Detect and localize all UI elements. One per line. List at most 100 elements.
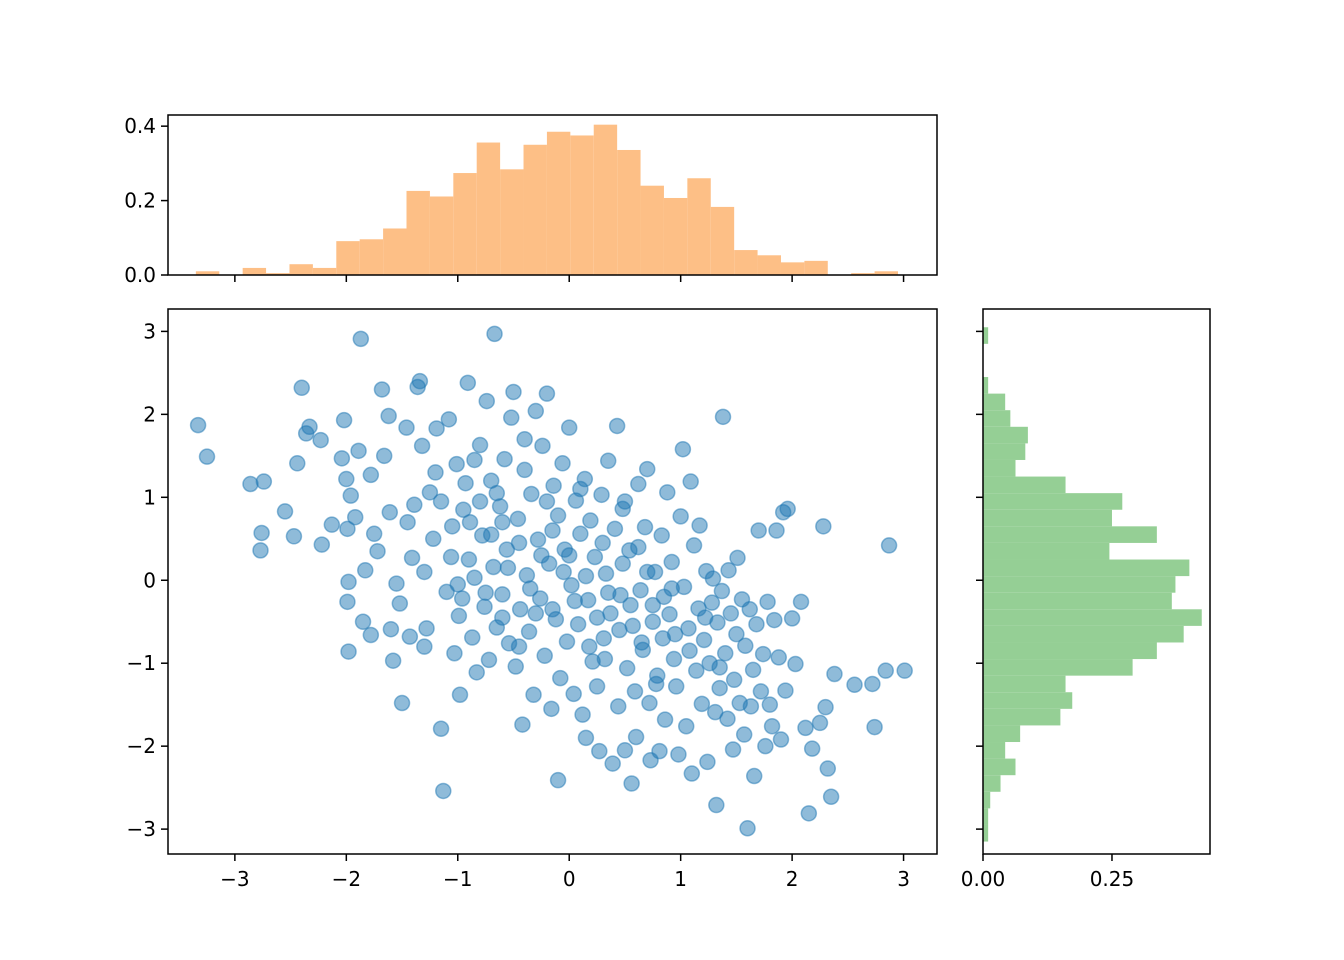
- right-histogram-bar: [983, 393, 1006, 411]
- scatter-point: [545, 477, 562, 494]
- scatter-point: [623, 775, 640, 792]
- scatter-point: [362, 466, 380, 484]
- top-histogram-bar: [500, 169, 524, 275]
- scatter-point: [543, 700, 560, 718]
- right-histogram-bar: [983, 493, 1123, 510]
- scatter-point: [716, 645, 734, 662]
- scatter-point: [651, 742, 668, 760]
- scatter-point: [507, 658, 524, 675]
- right-histogram-bar: [983, 791, 991, 809]
- right-histogram-bar: [983, 824, 989, 842]
- scatter-point: [667, 678, 685, 695]
- scatter-point: [763, 718, 781, 735]
- scatter-point: [416, 563, 433, 581]
- scatter-point: [688, 662, 705, 679]
- y-tick-label: 3: [143, 319, 156, 343]
- x-tick-label: 1: [674, 867, 687, 891]
- scatter-point: [666, 625, 684, 643]
- scatter-point: [460, 551, 478, 568]
- y-tick-label: −3: [127, 817, 156, 841]
- scatter-point: [633, 634, 650, 651]
- scatter-point: [604, 755, 621, 772]
- scatter-point: [333, 450, 351, 467]
- scatter-point: [477, 584, 494, 601]
- scatter-point: [496, 450, 513, 468]
- right-x-tick-label: 0.00: [961, 867, 1006, 891]
- scatter-point: [464, 629, 481, 646]
- top-y-tick-label: 0.4: [124, 114, 156, 138]
- scatter-point: [544, 522, 561, 539]
- scatter-point: [494, 586, 511, 603]
- scatter-point: [596, 650, 614, 668]
- scatter-point: [737, 637, 754, 655]
- scatter-point: [569, 615, 587, 633]
- scatter-point: [380, 407, 397, 425]
- scatter-point: [373, 381, 391, 398]
- scatter-point: [616, 493, 634, 510]
- scatter-point: [741, 601, 759, 618]
- scatter-point: [514, 716, 531, 733]
- scatter-point: [593, 486, 610, 504]
- scatter-point: [866, 718, 883, 736]
- right-histogram-bar: [983, 576, 1176, 593]
- scatter-point: [499, 559, 517, 577]
- scatter-point: [729, 549, 746, 567]
- scatter-point: [480, 651, 498, 669]
- scatter-point: [745, 767, 763, 785]
- scatter-point: [644, 596, 662, 614]
- right-histogram-bar: [983, 476, 1066, 494]
- scatter-point: [428, 420, 445, 437]
- scatter-point: [735, 726, 753, 743]
- top-histogram-bar: [195, 271, 220, 275]
- right-x-tick-label: 0.25: [1090, 867, 1135, 891]
- scatter-point: [505, 383, 522, 401]
- scatter-point: [242, 475, 259, 493]
- scatter-point: [362, 626, 380, 644]
- right-histogram-bar: [983, 708, 1061, 726]
- scatter-point: [424, 530, 442, 548]
- scatter-point: [817, 698, 834, 716]
- scatter-point: [471, 436, 489, 454]
- scatter-point: [536, 647, 553, 664]
- scatter-point: [285, 528, 303, 545]
- scatter-point: [761, 696, 779, 713]
- y-tick-label: 1: [143, 485, 156, 509]
- scatter-point: [581, 638, 598, 655]
- scatter-point: [699, 753, 716, 771]
- right-histogram-bar: [983, 377, 989, 394]
- scatter-point: [461, 513, 479, 531]
- top-histogram-bar: [359, 239, 384, 275]
- scatter-point: [772, 731, 790, 748]
- scatter-point: [350, 442, 367, 460]
- top-histogram-bar: [312, 267, 337, 275]
- scatter-point: [877, 662, 894, 679]
- scatter-point: [766, 611, 783, 629]
- scatter-point: [398, 419, 415, 436]
- top-histogram-bar: [804, 260, 828, 275]
- x-tick-label: 3: [897, 867, 910, 891]
- scatter-point: [352, 330, 370, 348]
- right-histogram-bar: [983, 742, 1006, 759]
- scatter-point: [636, 518, 654, 536]
- scatter-point: [391, 595, 409, 612]
- scatter-point: [719, 710, 736, 728]
- scatter-point: [616, 742, 634, 759]
- scatter-point: [815, 518, 832, 535]
- y-tick-label: −2: [127, 734, 156, 758]
- scatter-point: [599, 452, 617, 470]
- scatter-point: [560, 547, 578, 564]
- scatter-point: [421, 484, 439, 501]
- scatter-point: [638, 563, 656, 581]
- scatter-point: [289, 455, 306, 472]
- scatter-point: [608, 417, 626, 435]
- scatter-point: [510, 534, 528, 552]
- right-histogram-bar: [983, 509, 1112, 527]
- scatter-point: [340, 643, 357, 660]
- scatter-point: [521, 580, 539, 597]
- top-histogram-bar: [851, 273, 875, 275]
- scatter-point: [339, 593, 356, 611]
- scatter-point: [413, 437, 431, 455]
- top-histogram-bar: [266, 273, 290, 275]
- top-histogram-bar: [383, 228, 407, 275]
